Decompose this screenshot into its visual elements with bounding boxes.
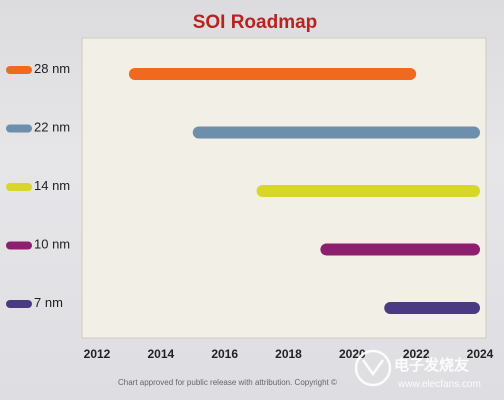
footnote: Chart approved for public release with a… <box>118 378 337 387</box>
x-tick-2022: 2022 <box>403 347 430 361</box>
legend-swatch-28nm <box>6 66 32 74</box>
watermark: 电子发烧友 www.elecfans.com <box>354 349 481 390</box>
bar-7nm <box>384 302 480 314</box>
x-tick-2016: 2016 <box>211 347 238 361</box>
x-axis-ticks: 2012 2014 2016 2018 2020 2022 2024 <box>84 347 494 361</box>
x-tick-2024: 2024 <box>467 347 494 361</box>
watermark-url: www.elecfans.com <box>397 379 481 390</box>
bars-group <box>128 68 480 314</box>
legend-swatch-14nm <box>6 183 32 191</box>
x-tick-2018: 2018 <box>275 347 302 361</box>
x-tick-2014: 2014 <box>147 347 174 361</box>
legend-swatch-7nm <box>6 300 32 308</box>
bar-10nm <box>320 243 480 256</box>
bar-28nm <box>128 68 417 80</box>
legend-label-7nm: 7 nm <box>34 295 63 310</box>
bar-14nm <box>256 185 480 197</box>
legend-label-14nm: 14 nm <box>34 178 70 193</box>
legend-swatch-10nm <box>6 241 32 250</box>
legend-label-10nm: 10 nm <box>34 237 70 252</box>
legend-label-28nm: 28 nm <box>34 61 70 76</box>
legend-swatch-22nm <box>6 124 32 133</box>
legend-label-22nm: 22 nm <box>34 120 70 135</box>
watermark-logo-mark <box>361 359 385 377</box>
legend: 28 nm 22 nm 14 nm 10 nm 7 nm <box>6 61 70 310</box>
bar-22nm <box>192 126 480 139</box>
watermark-text: 电子发烧友 <box>394 356 469 374</box>
chart-title: SOI Roadmap <box>193 12 318 33</box>
watermark-logo-icon <box>354 349 392 387</box>
x-tick-2012: 2012 <box>84 347 111 361</box>
